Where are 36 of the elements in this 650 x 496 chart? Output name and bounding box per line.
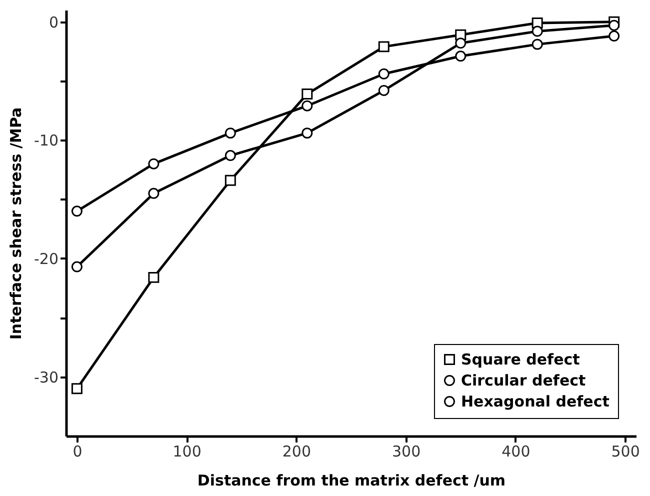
- point: [608, 20, 620, 31]
- point: [378, 68, 390, 80]
- point: [302, 88, 313, 100]
- point: [71, 206, 82, 217]
- y-tick-label: 0: [48, 13, 58, 32]
- point: [224, 174, 236, 186]
- point: [148, 188, 160, 199]
- x-tick-label: 300: [392, 442, 421, 460]
- y-axis-title: Interface shear stress /MPa: [7, 107, 25, 340]
- point: [378, 41, 390, 52]
- x-tick-label: 0: [72, 442, 82, 460]
- x-tick-label: 200: [282, 442, 312, 460]
- legend-label: Square defect: [461, 350, 580, 368]
- y-tick-label: -30: [34, 368, 58, 386]
- y-tick-label: -10: [34, 132, 58, 150]
- point: [532, 38, 543, 50]
- x-tick-label: 400: [502, 442, 530, 460]
- y-tick-label: -20: [34, 250, 58, 268]
- point: [224, 128, 236, 139]
- point: [455, 50, 466, 62]
- point: [71, 261, 82, 272]
- x-tick-label: 100: [172, 442, 202, 460]
- legend-label: Hexagonal defect: [461, 392, 610, 410]
- x-tick-label: 500: [611, 442, 640, 460]
- point: [378, 84, 390, 96]
- point: [608, 30, 620, 42]
- point: [302, 100, 313, 112]
- point: [148, 158, 160, 170]
- point: [532, 26, 543, 37]
- point: [71, 383, 82, 394]
- point: [455, 38, 466, 49]
- point: [224, 150, 236, 162]
- point: [148, 272, 160, 283]
- x-axis-title: Distance from the matrix defect /um: [197, 472, 506, 490]
- legend-label: Circular defect: [461, 372, 586, 390]
- point: [302, 128, 313, 139]
